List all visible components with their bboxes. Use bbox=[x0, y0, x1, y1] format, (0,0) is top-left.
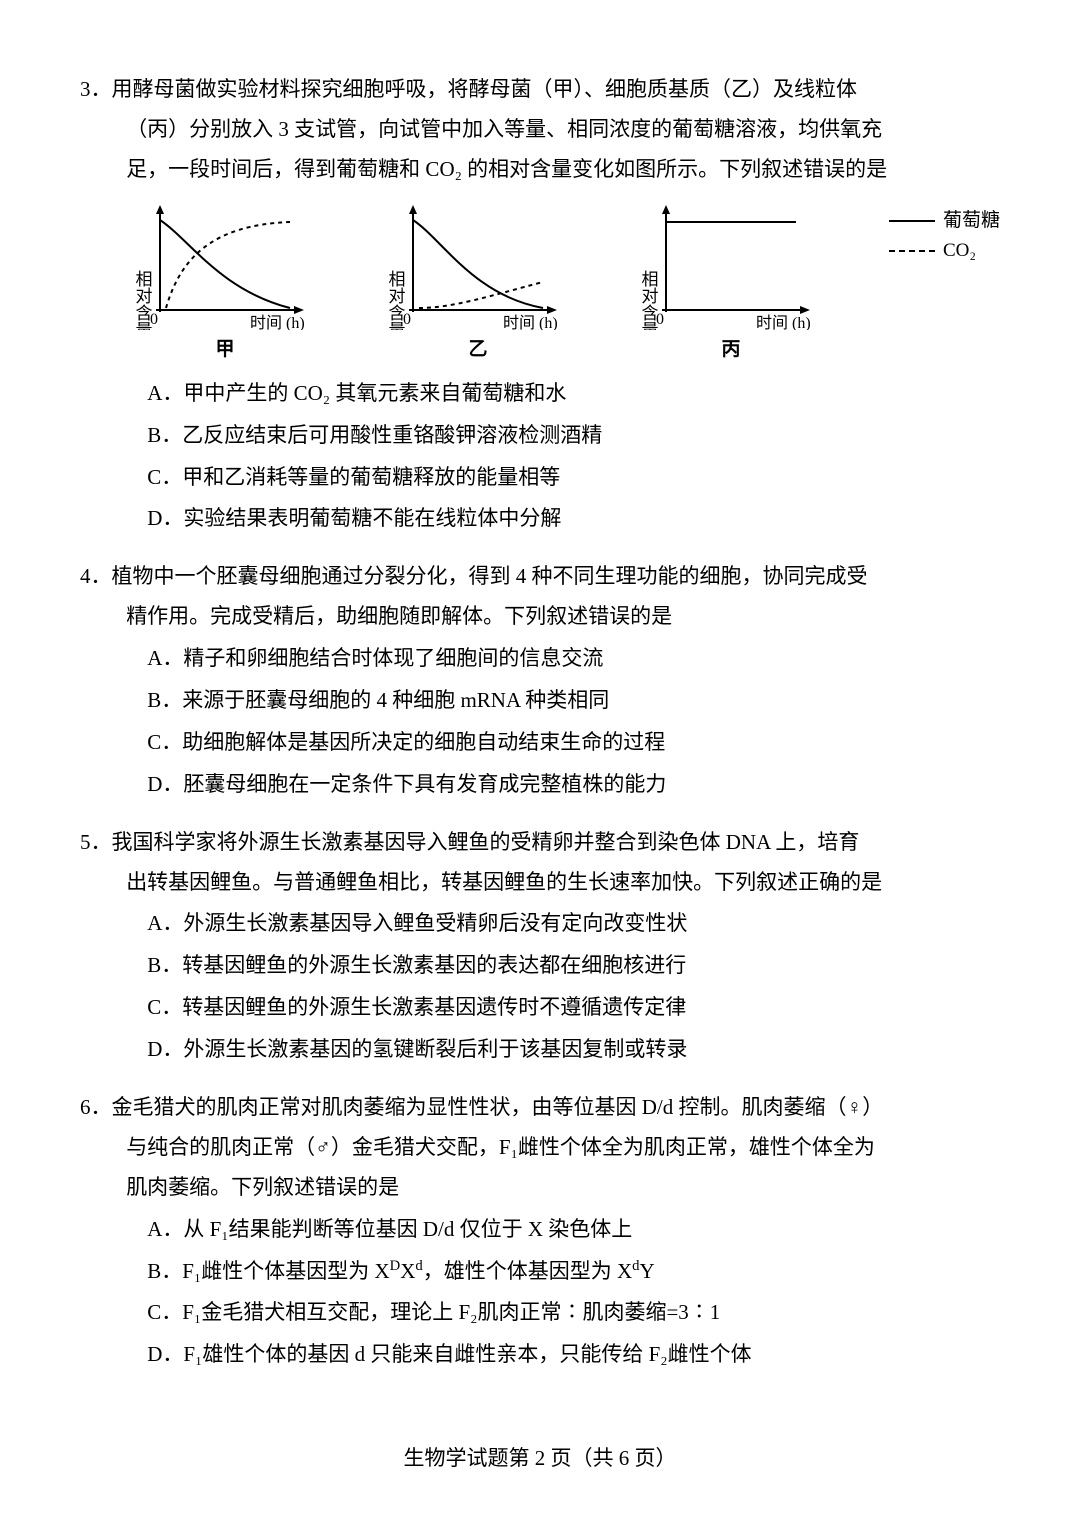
q3-stem1: 用酵母菌做实验材料探究细胞呼吸，将酵母菌（甲）、细胞质基质（乙）及线粒体 bbox=[112, 77, 858, 101]
q6-B-sup2: d bbox=[415, 1258, 422, 1274]
chart-bing-label: 丙 bbox=[721, 332, 740, 368]
q6-option-C: C．F₁金毛猎犬相互交配，理论上 F₂肌肉正常∶肌肉萎缩=3∶1 bbox=[80, 1293, 1000, 1333]
q5-option-C: C．转基因鲤鱼的外源生长激素基因遗传时不遵循遗传定律 bbox=[80, 988, 1000, 1028]
page-footer: 生物学试题第 2 页（共 6 页） bbox=[0, 1439, 1080, 1479]
q3-stem2: （丙）分别放入 3 支试管，向试管中加入等量、相同浓度的葡萄糖溶液，均供氧充 bbox=[80, 110, 1000, 150]
legend-glucose-line bbox=[889, 220, 935, 222]
question-3: 3．用酵母菌做实验材料探究细胞呼吸，将酵母菌（甲）、细胞质基质（乙）及线粒体 （… bbox=[80, 70, 1000, 539]
q6-option-A: A．从 F₁结果能判断等位基因 D/d 仅位于 X 染色体上 bbox=[80, 1210, 1000, 1250]
question-4: 4．植物中一个胚囊母细胞通过分裂分化，得到 4 种不同生理功能的细胞，协同完成受… bbox=[80, 557, 1000, 804]
question-6: 6．金毛猎犬的肌肉正常对肌肉萎缩为显性性状，由等位基因 D/d 控制。肌肉萎缩（… bbox=[80, 1088, 1000, 1375]
q3-option-D: D．实验结果表明葡萄糖不能在线粒体中分解 bbox=[80, 499, 1000, 539]
q4-option-A: A．精子和卵细胞结合时体现了细胞间的信息交流 bbox=[80, 639, 1000, 679]
q5-option-D: D．外源生长激素基因的氢键断裂后利于该基因复制或转录 bbox=[80, 1030, 1000, 1070]
q6-option-D: D．F₁雄性个体的基因 d 只能来自雌性亲本，只能传给 F₂雌性个体 bbox=[80, 1335, 1000, 1375]
q4-stem1: 植物中一个胚囊母细胞通过分裂分化，得到 4 种不同生理功能的细胞，协同完成受 bbox=[112, 564, 868, 588]
charts-row: 相对含量 0 时间 (h) 甲 相对含量 0 时间 (h) bbox=[130, 200, 1000, 368]
q4-option-C: C．助细胞解体是基因所决定的细胞自动结束生命的过程 bbox=[80, 723, 1000, 763]
q5-option-A: A．外源生长激素基因导入鲤鱼受精卵后没有定向改变性状 bbox=[80, 904, 1000, 944]
q4-option-B: B．来源于胚囊母细胞的 4 种细胞 mRNA 种类相同 bbox=[80, 681, 1000, 721]
xlabel-jia: 时间 (h) bbox=[250, 314, 305, 330]
q6-stem-line1: 6．金毛猎犬的肌肉正常对肌肉萎缩为显性性状，由等位基因 D/d 控制。肌肉萎缩（… bbox=[80, 1088, 1000, 1128]
q5-stem1: 我国科学家将外源生长激素基因导入鲤鱼的受精卵并整合到染色体 DNA 上，培育 bbox=[112, 830, 860, 854]
q6-stem2: 与纯合的肌肉正常（♂）金毛猎犬交配，F₁雌性个体全为肌肉正常，雄性个体全为 bbox=[80, 1128, 1000, 1168]
origin-bing: 0 bbox=[656, 311, 664, 328]
legend-co2: CO₂ bbox=[889, 236, 1000, 266]
xlabel-bing: 时间 (h) bbox=[756, 314, 811, 330]
q6-stem3: 肌肉萎缩。下列叙述错误的是 bbox=[80, 1168, 1000, 1208]
q5-number: 5． bbox=[80, 830, 112, 854]
q4-stem2: 精作用。完成受精后，助细胞随即解体。下列叙述错误的是 bbox=[80, 597, 1000, 637]
q4-number: 4． bbox=[80, 564, 112, 588]
q3-stem3: 足，一段时间后，得到葡萄糖和 CO₂ 的相对含量变化如图所示。下列叙述错误的是 bbox=[80, 150, 1000, 190]
q6-B-mid2: ，雄性个体基因型为 X bbox=[423, 1259, 632, 1283]
chart-yi-svg: 相对含量 0 时间 (h) bbox=[383, 200, 573, 330]
legend-co2-label: CO₂ bbox=[943, 236, 976, 266]
chart-yi: 相对含量 0 时间 (h) 乙 bbox=[383, 200, 573, 368]
chart-jia-glucose bbox=[160, 220, 290, 308]
origin-jia: 0 bbox=[150, 311, 158, 328]
q6-B-pre: B．F₁雌性个体基因型为 X bbox=[147, 1259, 389, 1283]
xlabel-yi: 时间 (h) bbox=[503, 314, 558, 330]
chart-jia: 相对含量 0 时间 (h) 甲 bbox=[130, 200, 320, 368]
chart-legend: 葡萄糖 CO₂ bbox=[889, 200, 1000, 267]
chart-jia-co2 bbox=[166, 222, 290, 308]
chart-yi-glucose bbox=[413, 220, 543, 308]
chart-yi-label: 乙 bbox=[468, 332, 487, 368]
q6-B-sup1: D bbox=[390, 1258, 401, 1274]
q5-stem-line1: 5．我国科学家将外源生长激素基因导入鲤鱼的受精卵并整合到染色体 DNA 上，培育 bbox=[80, 823, 1000, 863]
legend-glucose: 葡萄糖 bbox=[889, 206, 1000, 236]
origin-yi: 0 bbox=[403, 311, 411, 328]
legend-co2-line bbox=[889, 250, 935, 252]
q5-stem2: 出转基因鲤鱼。与普通鲤鱼相比，转基因鲤鱼的生长速率加快。下列叙述正确的是 bbox=[80, 863, 1000, 903]
question-5: 5．我国科学家将外源生长激素基因导入鲤鱼的受精卵并整合到染色体 DNA 上，培育… bbox=[80, 823, 1000, 1070]
chart-bing-svg: 相对含量 0 时间 (h) bbox=[636, 200, 826, 330]
q3-option-C: C．甲和乙消耗等量的葡萄糖释放的能量相等 bbox=[80, 458, 1000, 498]
q3-stem-line1: 3．用酵母菌做实验材料探究细胞呼吸，将酵母菌（甲）、细胞质基质（乙）及线粒体 bbox=[80, 70, 1000, 110]
q3-option-A: A．甲中产生的 CO₂ 其氧元素来自葡萄糖和水 bbox=[80, 374, 1000, 414]
q4-option-D: D．胚囊母细胞在一定条件下具有发育成完整植株的能力 bbox=[80, 765, 1000, 805]
chart-bing: 相对含量 0 时间 (h) 丙 bbox=[636, 200, 826, 368]
legend-glucose-label: 葡萄糖 bbox=[943, 206, 1000, 236]
chart-jia-label: 甲 bbox=[215, 332, 234, 368]
q6-stem1: 金毛猎犬的肌肉正常对肌肉萎缩为显性性状，由等位基因 D/d 控制。肌肉萎缩（♀） bbox=[112, 1095, 884, 1119]
q6-B-mid1: X bbox=[400, 1259, 415, 1283]
q3-option-B: B．乙反应结束后可用酸性重铬酸钾溶液检测酒精 bbox=[80, 416, 1000, 456]
q6-B-post: Y bbox=[640, 1259, 655, 1283]
q4-stem-line1: 4．植物中一个胚囊母细胞通过分裂分化，得到 4 种不同生理功能的细胞，协同完成受 bbox=[80, 557, 1000, 597]
q3-number: 3． bbox=[80, 77, 112, 101]
q6-number: 6． bbox=[80, 1095, 112, 1119]
q6-B-sup3: d bbox=[632, 1258, 639, 1274]
chart-jia-svg: 相对含量 0 时间 (h) bbox=[130, 200, 320, 330]
q5-option-B: B．转基因鲤鱼的外源生长激素基因的表达都在细胞核进行 bbox=[80, 946, 1000, 986]
q6-option-B: B．F₁雌性个体基因型为 XDXd，雄性个体基因型为 XdY bbox=[80, 1252, 1000, 1292]
